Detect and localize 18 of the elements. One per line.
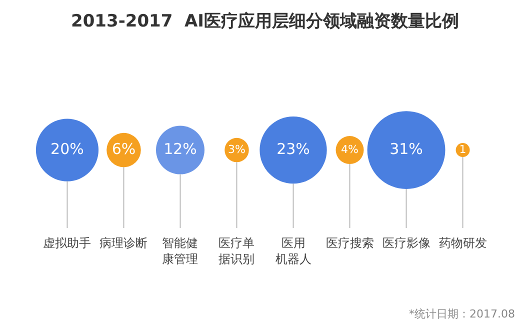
category-label: 医疗单据识别: [218, 236, 255, 266]
data-label: 20%: [50, 140, 84, 158]
data-label: 1: [459, 142, 466, 156]
category-label: 医疗搜索: [326, 236, 374, 250]
category-label: 智能健康管理: [162, 236, 198, 266]
category-label: 病理诊断: [100, 236, 148, 250]
category-label: 虚拟助手: [43, 236, 92, 250]
category-label: 医疗影像: [382, 236, 430, 250]
text: 2013-2017 AI医疗应用层细分领域融资数量比例: [70, 12, 460, 32]
data-label: 4%: [341, 142, 358, 156]
data-label: 3%: [228, 142, 246, 156]
data-label: 31%: [390, 140, 423, 158]
category-label: 药物研发: [438, 236, 487, 250]
data-label: 12%: [164, 140, 197, 158]
data-label: 23%: [276, 140, 310, 158]
text: *统计日期：2017.08: [409, 307, 515, 320]
category-label: 医用机器人: [275, 236, 312, 266]
data-label: 6%: [112, 140, 136, 158]
